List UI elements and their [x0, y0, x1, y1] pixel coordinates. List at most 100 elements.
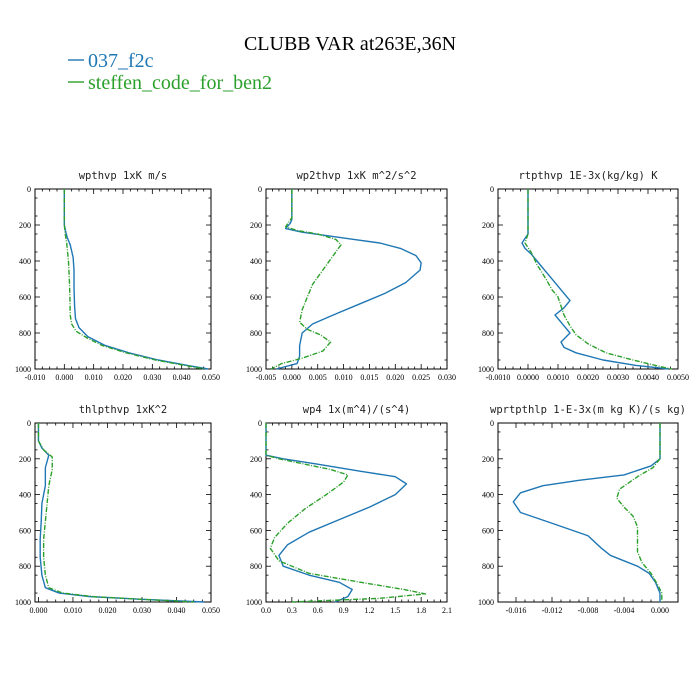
panel-1: wpthvp 1xK m/s -0.010 0.000 0.010 0.020 0.030…: [15, 170, 220, 382]
series-line-steffen: [265, 423, 427, 603]
y-tick-label: 600: [482, 526, 494, 535]
x-tick-label: 0.0050: [667, 373, 689, 382]
x-tick-label: 0.025: [412, 373, 430, 382]
y-tick-label: 0: [490, 185, 494, 194]
y-tick-label: 600: [482, 293, 494, 302]
y-tick-label: 400: [19, 491, 31, 500]
panel-title: wprtpthlp 1-E-3x(m kg K)/(s kg): [490, 404, 686, 416]
series-line-f2c: [276, 189, 422, 370]
x-tick-label: 0.050: [202, 606, 220, 615]
panel-title: rtpthvp 1E-3x(kg/kg) K: [518, 170, 658, 182]
x-tick-label: 0.030: [133, 606, 151, 615]
y-tick-label: 200: [250, 221, 262, 230]
y-tick-label: 400: [19, 257, 31, 266]
legend: 037_f2c steffen_code_for_ben2: [68, 50, 272, 94]
x-tick-label: -0.0010: [486, 373, 511, 382]
y-tick-label: 200: [250, 455, 262, 464]
x-tick-label: 0.030: [143, 373, 161, 382]
y-tick-label: 400: [250, 257, 262, 266]
panels-group: wpthvp 1xK m/s-0.010 0.000 0.010 0.020 0.030…: [15, 170, 689, 615]
y-tick-label: 0: [490, 419, 494, 428]
series-line-f2c: [265, 423, 408, 603]
series-line-f2c: [521, 189, 670, 370]
axis-frame: [34, 422, 212, 603]
axis-frame: [34, 188, 212, 370]
y-tick-label: 800: [482, 329, 494, 338]
x-tick-label: -0.012: [542, 606, 563, 615]
x-tick-label: -0.008: [578, 606, 599, 615]
x-tick-label: 0.0: [261, 606, 271, 615]
panel-6: wprtpthlp 1-E-3x(m kg K)/(s kg) -0.016 -0.…: [478, 404, 686, 615]
x-tick-label: 0.6: [313, 606, 323, 615]
x-tick-label: 0.0030: [607, 373, 629, 382]
y-tick-label: 600: [250, 293, 262, 302]
y-tick-label: 1000: [478, 598, 494, 607]
x-tick-label: -0.016: [506, 606, 527, 615]
x-tick-label: 2.1: [442, 606, 452, 615]
x-tick-label: 0.000: [55, 373, 73, 382]
x-tick-label: 0.020: [386, 373, 404, 382]
y-tick-label: 400: [250, 491, 262, 500]
legend-label-2: steffen_code_for_ben2: [88, 72, 272, 94]
x-tick-label: -0.004: [614, 606, 635, 615]
panel-title: wp4 1x(m^4)/(s^4): [303, 404, 410, 416]
series-line-f2c: [63, 189, 209, 370]
x-tick-label: 0.040: [167, 606, 185, 615]
series-line-steffen: [37, 423, 194, 603]
y-tick-label: 800: [19, 329, 31, 338]
x-tick-label: 0.015: [360, 373, 378, 382]
panel-4: thlpthvp 1xK^2 0.000 0.010 0.020 0.030 0.040 0…: [15, 404, 220, 615]
x-tick-label: 0.000: [29, 606, 47, 615]
y-tick-label: 1000: [246, 598, 262, 607]
x-tick-label: 0.030: [438, 373, 456, 382]
x-tick-label: 1.8: [416, 606, 426, 615]
series-line-f2c: [512, 423, 661, 602]
y-tick-label: 0: [27, 185, 31, 194]
x-tick-label: 0.0040: [637, 373, 659, 382]
y-tick-label: 1000: [15, 365, 31, 374]
x-tick-label: 0.000: [283, 373, 301, 382]
x-tick-label: 0.020: [98, 606, 116, 615]
x-tick-label: -0.010: [25, 373, 46, 382]
x-tick-label: 0.0020: [577, 373, 599, 382]
y-tick-label: 1000: [246, 365, 262, 374]
y-tick-label: 0: [258, 419, 262, 428]
panel-2: wp2thvp 1xK m^2/s^2 -0.005 0.000 0.005 0.010…: [246, 170, 456, 382]
x-tick-label: 0.010: [85, 373, 103, 382]
figure-title: CLUBB VAR at263E,36N: [244, 33, 456, 55]
axis-frame: [265, 188, 448, 370]
x-tick-label: 0.020: [114, 373, 132, 382]
y-tick-label: 800: [250, 329, 262, 338]
series-line-f2c: [37, 423, 205, 603]
panel-title: thlpthvp 1xK^2: [79, 404, 168, 416]
y-tick-label: 800: [250, 562, 262, 571]
panel-title: wp2thvp 1xK m^2/s^2: [296, 170, 416, 182]
x-tick-label: 0.010: [64, 606, 82, 615]
y-tick-label: 400: [482, 257, 494, 266]
x-tick-label: -0.005: [256, 373, 277, 382]
panel-5: wp4 1x(m^4)/(s^4) 0.0 0.3 0.6 0.9 1.2 1.5 1.8 2.…: [246, 404, 452, 615]
x-tick-label: 0.3: [287, 606, 297, 615]
x-tick-label: 0.050: [202, 373, 220, 382]
x-tick-label: 1.5: [390, 606, 400, 615]
x-tick-label: 0.040: [173, 373, 191, 382]
y-tick-label: 200: [482, 455, 494, 464]
x-tick-label: 0.010: [335, 373, 353, 382]
y-tick-label: 600: [19, 526, 31, 535]
series-line-steffen: [63, 189, 206, 370]
y-tick-label: 0: [27, 419, 31, 428]
y-tick-label: 800: [19, 562, 31, 571]
panel-3: rtpthvp 1E-3x(kg/kg) K -0.0010 0.0000 0.001…: [478, 170, 689, 382]
axis-frame: [497, 188, 679, 370]
x-tick-label: 0.9: [339, 606, 349, 615]
panel-title: wpthvp 1xK m/s: [79, 170, 168, 182]
y-tick-label: 0: [258, 185, 262, 194]
y-tick-label: 1000: [478, 365, 494, 374]
x-tick-label: 0.0010: [547, 373, 569, 382]
legend-label-1: 037_f2c: [88, 50, 154, 72]
y-tick-label: 400: [482, 491, 494, 500]
y-tick-label: 1000: [15, 598, 31, 607]
y-tick-label: 600: [19, 293, 31, 302]
x-tick-label: 0.000: [651, 606, 669, 615]
